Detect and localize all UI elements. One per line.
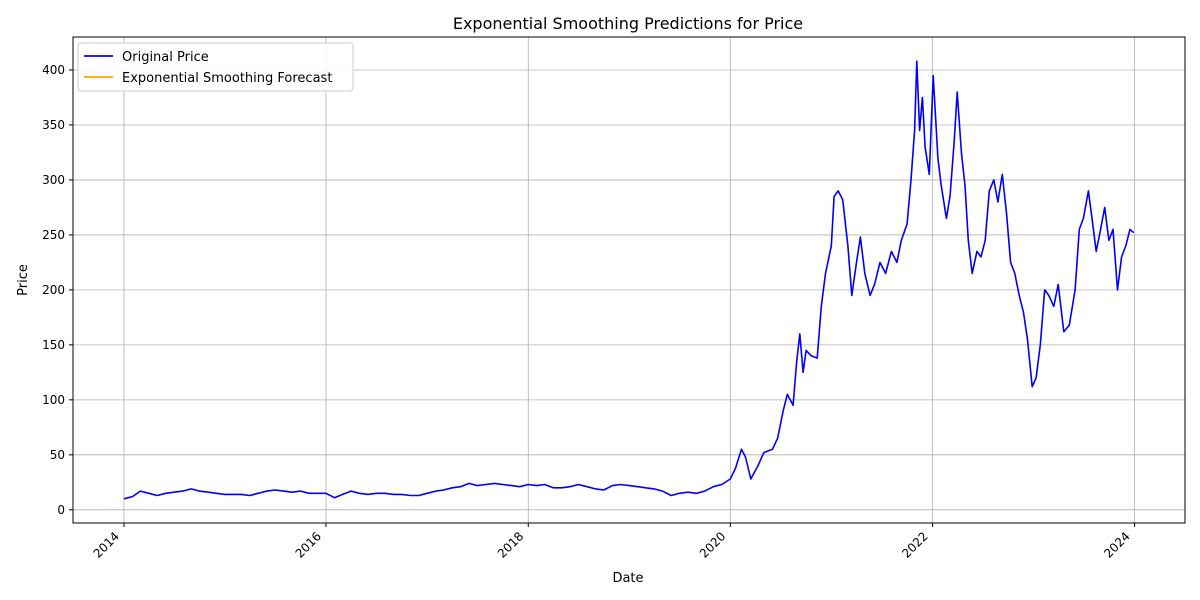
series-layer	[123, 60, 1135, 500]
y-tick-label: 350	[42, 118, 65, 132]
y-tick-label: 0	[57, 503, 65, 517]
series-line-0	[123, 60, 1135, 500]
x-tick-label: 2020	[697, 529, 728, 560]
plot-frame	[72, 36, 1186, 524]
legend-label-original-price: Original Price	[122, 50, 209, 65]
x-tick-label: 2016	[293, 529, 324, 560]
x-axis-label: Date	[612, 571, 643, 586]
y-tick-label: 150	[42, 338, 65, 352]
x-tick-label: 2014	[91, 529, 122, 560]
grid	[73, 37, 1185, 523]
ticks: 0 50 100 150 200 250 300 350 400 2014 2016 2018 2020…	[42, 63, 1136, 561]
y-tick-label: 300	[42, 173, 65, 187]
legend-label-forecast: Exponential Smoothing Forecast	[122, 71, 332, 86]
y-axis-label: Price	[16, 264, 31, 296]
y-tick-label: 200	[42, 283, 65, 297]
legend-box	[77, 42, 354, 92]
y-tick-label: 250	[42, 228, 65, 242]
x-tick-label: 2018	[495, 529, 526, 560]
x-tick-label: 2024	[1101, 529, 1132, 560]
x-tick-label: 2022	[899, 529, 930, 560]
legend: Original Price Exponential Smoothing For…	[77, 42, 354, 92]
y-tick-label: 400	[42, 63, 65, 77]
y-tick-label: 100	[42, 393, 65, 407]
y-tick-label: 50	[50, 448, 65, 462]
chart-title: Exponential Smoothing Predictions for Pr…	[453, 14, 803, 33]
